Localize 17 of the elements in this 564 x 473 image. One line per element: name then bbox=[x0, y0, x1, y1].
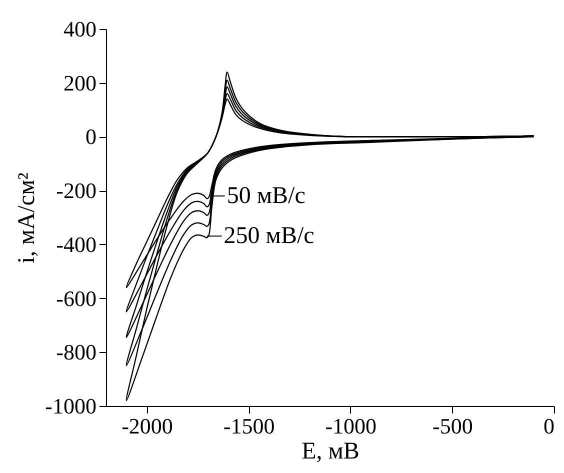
annotation: 250 мВ/с bbox=[224, 223, 314, 250]
x-tick-label: -2000 bbox=[122, 414, 173, 438]
y-tick-label: -400 bbox=[56, 232, 96, 257]
y-tick-label: 200 bbox=[64, 70, 96, 96]
x-tick-label: -500 bbox=[432, 414, 473, 438]
x-tick-label: -1500 bbox=[223, 414, 275, 438]
y-axis-title: i, мА/см² bbox=[14, 172, 40, 264]
x-axis-title: E, мВ bbox=[302, 438, 360, 464]
y-tick-label: -1000 bbox=[45, 394, 96, 418]
x-tick-label: -1000 bbox=[325, 414, 377, 438]
annotation: 50 мВ/с bbox=[226, 182, 306, 209]
y-tick-label: 400 bbox=[64, 16, 96, 42]
y-tick-label: 0 bbox=[86, 124, 96, 150]
y-tick-label: -800 bbox=[56, 340, 96, 365]
y-tick-label: -600 bbox=[56, 286, 96, 311]
x-tick-label: 0 bbox=[544, 414, 554, 438]
y-tick-label: -200 bbox=[56, 178, 96, 204]
